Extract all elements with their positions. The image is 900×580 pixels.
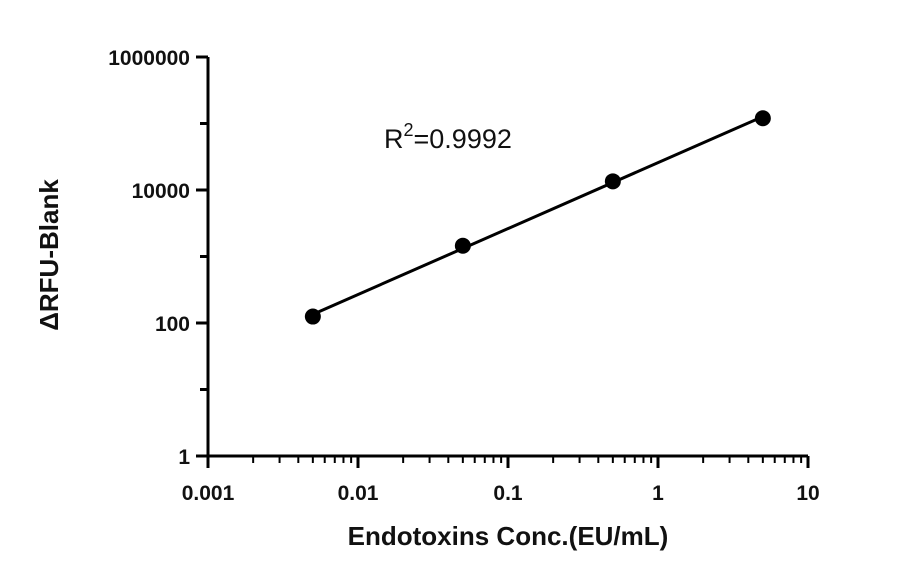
r-squared-annotation: R2=0.9992	[384, 120, 512, 154]
y-tick-label: 1	[178, 446, 190, 469]
r-squared-base: R	[384, 124, 404, 154]
axes: 0.001 0.01 0.1 1 10 1 100 10000 1000000	[108, 47, 819, 505]
x-tick-label: 0.01	[338, 482, 379, 505]
r-squared-superscript: 2	[404, 120, 414, 140]
y-tick-label: 100	[155, 313, 190, 336]
x-tick-label: 1	[652, 482, 664, 505]
x-tick-label: 10	[796, 482, 819, 505]
data-point	[304, 308, 321, 325]
data-point	[454, 237, 471, 254]
data-point	[604, 173, 621, 190]
data-marks	[304, 110, 771, 325]
r-squared-value: =0.9992	[414, 124, 512, 154]
x-tick-label: 0.1	[493, 482, 523, 505]
x-tick-label: 0.001	[182, 482, 235, 505]
y-tick-label: 10000	[132, 180, 190, 203]
fit-line	[312, 115, 764, 316]
y-tick-label: 1000000	[108, 47, 190, 70]
y-axis-title: ΔRFU-Blank	[34, 179, 64, 331]
data-point	[754, 110, 771, 127]
x-axis-title: Endotoxins Conc.(EU/mL)	[348, 521, 669, 551]
